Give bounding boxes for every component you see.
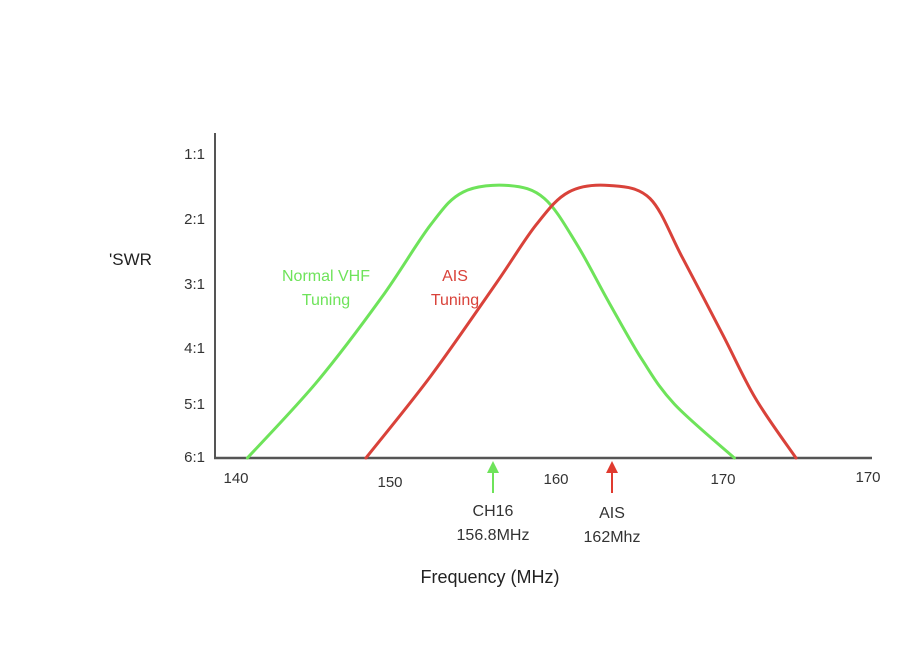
series-label-ais: AIS Tuning: [431, 268, 479, 309]
x-tick-label: 160: [543, 471, 568, 488]
x-tick-labels: 140 150 160 170 170: [223, 469, 880, 491]
x-tick-label: 170: [710, 471, 735, 488]
y-axis-label: 'SWR: [109, 250, 152, 269]
annotation-ais: AIS 162Mhz: [584, 461, 641, 546]
arrow-head-icon: [606, 461, 618, 473]
y-tick-label: 6:1: [184, 449, 205, 466]
arrow-head-icon: [487, 461, 499, 473]
series-line-normal-vhf: [245, 183, 736, 460]
y-tick-label: 4:1: [184, 340, 205, 357]
series-label-line: Tuning: [431, 292, 479, 309]
series-label-line: Tuning: [302, 292, 350, 309]
y-tick-label: 5:1: [184, 396, 205, 413]
annotation-ch16: CH16 156.8MHz: [457, 461, 530, 544]
series-line-ais: [364, 183, 798, 460]
y-tick-label: 1:1: [184, 146, 205, 163]
series-label-line: Normal VHF: [282, 268, 370, 285]
axes: [214, 133, 872, 460]
x-tick-label: 140: [223, 470, 248, 487]
series-label-normal-vhf: Normal VHF Tuning: [282, 268, 370, 309]
x-tick-label: 150: [377, 474, 402, 491]
annotation-label: CH16: [473, 503, 514, 520]
annotation-label: 162Mhz: [584, 529, 641, 546]
annotation-label: AIS: [599, 505, 625, 522]
series-label-line: AIS: [442, 268, 468, 285]
y-tick-labels: 1:1 2:1 3:1 4:1 5:1 6:1: [184, 146, 205, 466]
y-tick-label: 3:1: [184, 276, 205, 293]
x-axis-label: Frequency (MHz): [420, 567, 559, 587]
annotation-label: 156.8MHz: [457, 527, 530, 544]
y-tick-label: 2:1: [184, 211, 205, 228]
x-tick-label: 170: [855, 469, 880, 486]
